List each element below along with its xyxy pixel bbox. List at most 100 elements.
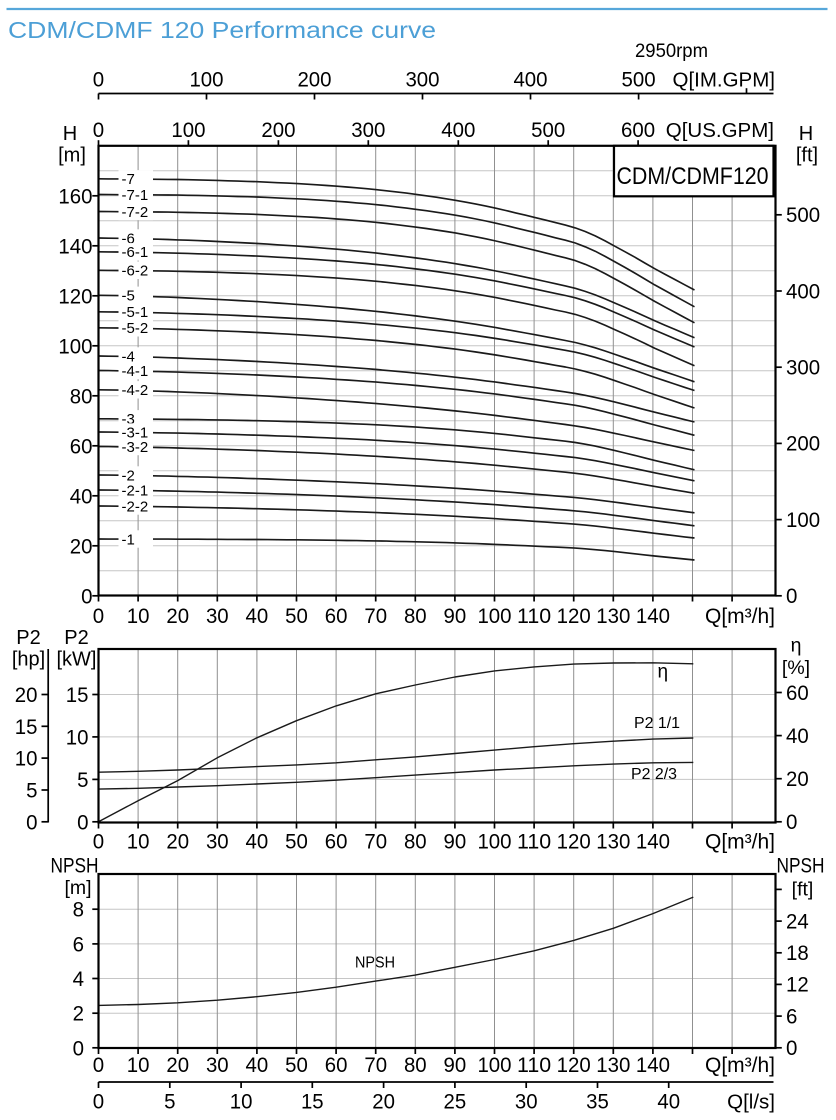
svg-text:20: 20 xyxy=(166,1053,189,1077)
svg-text:100: 100 xyxy=(189,68,223,92)
svg-text:0: 0 xyxy=(786,810,797,834)
svg-text:4: 4 xyxy=(73,967,84,991)
svg-text:60: 60 xyxy=(786,681,809,705)
svg-text:110: 110 xyxy=(517,604,551,628)
svg-text:300: 300 xyxy=(351,118,385,142)
svg-text:15: 15 xyxy=(15,715,38,739)
svg-text:25: 25 xyxy=(444,1090,467,1114)
svg-text:40: 40 xyxy=(70,485,93,509)
svg-text:40: 40 xyxy=(657,1090,680,1114)
svg-text:80: 80 xyxy=(404,830,427,854)
svg-text:70: 70 xyxy=(364,604,387,628)
svg-text:[%]: [%] xyxy=(782,657,810,679)
svg-text:[ft]: [ft] xyxy=(792,879,814,901)
svg-text:5: 5 xyxy=(77,768,88,792)
svg-text:-7-1: -7-1 xyxy=(122,187,149,204)
svg-text:-6-2: -6-2 xyxy=(122,263,149,280)
svg-text:60: 60 xyxy=(70,435,93,459)
svg-text:-3-2: -3-2 xyxy=(122,439,149,456)
svg-text:0: 0 xyxy=(26,810,37,834)
svg-text:2950rpm: 2950rpm xyxy=(635,40,708,62)
svg-text:[m]: [m] xyxy=(64,877,91,899)
svg-text:Q[US.GPM]: Q[US.GPM] xyxy=(666,119,774,142)
svg-text:70: 70 xyxy=(364,1053,387,1077)
svg-text:20: 20 xyxy=(166,830,189,854)
svg-text:600: 600 xyxy=(621,118,655,142)
svg-text:40: 40 xyxy=(246,1053,269,1077)
svg-text:10: 10 xyxy=(66,725,89,749)
svg-text:500: 500 xyxy=(622,68,656,92)
svg-text:-2-1: -2-1 xyxy=(122,482,149,499)
svg-text:[kW]: [kW] xyxy=(57,649,97,671)
svg-text:70: 70 xyxy=(364,830,387,854)
svg-text:-3-1: -3-1 xyxy=(122,424,149,441)
svg-text:60: 60 xyxy=(325,830,348,854)
svg-text:10: 10 xyxy=(127,1053,150,1077)
svg-text:110: 110 xyxy=(517,1053,551,1077)
svg-text:0: 0 xyxy=(93,604,104,628)
svg-text:120: 120 xyxy=(557,604,591,628)
svg-text:-6: -6 xyxy=(122,230,135,247)
svg-text:120: 120 xyxy=(58,285,92,309)
svg-text:-7-2: -7-2 xyxy=(122,204,149,221)
svg-text:0: 0 xyxy=(93,118,104,142)
svg-text:100: 100 xyxy=(477,604,511,628)
svg-text:80: 80 xyxy=(404,1053,427,1077)
svg-text:500: 500 xyxy=(786,203,820,227)
svg-text:η: η xyxy=(658,661,669,682)
svg-text:10: 10 xyxy=(230,1090,253,1114)
svg-text:CDM/CDMF 120 Performance curve: CDM/CDMF 120 Performance curve xyxy=(8,17,436,43)
svg-text:0: 0 xyxy=(93,68,104,92)
svg-text:40: 40 xyxy=(786,724,809,748)
svg-text:5: 5 xyxy=(26,779,37,803)
svg-text:η: η xyxy=(791,635,802,657)
svg-text:20: 20 xyxy=(372,1090,395,1114)
svg-text:-2: -2 xyxy=(122,467,135,484)
svg-text:30: 30 xyxy=(206,830,229,854)
svg-text:400: 400 xyxy=(441,118,475,142)
svg-text:0: 0 xyxy=(81,585,92,609)
svg-text:H: H xyxy=(799,123,813,145)
svg-text:-5-1: -5-1 xyxy=(122,304,149,321)
svg-text:0: 0 xyxy=(786,584,797,608)
svg-text:0: 0 xyxy=(77,810,88,834)
svg-text:[m]: [m] xyxy=(58,145,86,167)
svg-text:-6-1: -6-1 xyxy=(122,244,149,261)
svg-text:90: 90 xyxy=(444,604,467,628)
svg-text:H: H xyxy=(63,123,77,145)
svg-text:200: 200 xyxy=(297,68,331,92)
svg-text:100: 100 xyxy=(58,335,92,359)
svg-text:40: 40 xyxy=(246,604,269,628)
svg-text:60: 60 xyxy=(325,604,348,628)
svg-text:-4-1: -4-1 xyxy=(122,363,149,380)
svg-text:110: 110 xyxy=(517,830,551,854)
svg-text:24: 24 xyxy=(786,909,809,933)
svg-text:-2-2: -2-2 xyxy=(122,498,149,515)
svg-text:35: 35 xyxy=(586,1090,609,1114)
svg-text:-4-2: -4-2 xyxy=(122,382,149,399)
svg-text:-7: -7 xyxy=(122,171,135,188)
svg-text:NPSH: NPSH xyxy=(355,955,395,972)
svg-text:20: 20 xyxy=(166,604,189,628)
svg-text:P2 1/1: P2 1/1 xyxy=(634,715,680,732)
svg-text:[hp]: [hp] xyxy=(12,649,45,671)
svg-text:20: 20 xyxy=(786,767,809,791)
svg-text:6: 6 xyxy=(73,932,84,956)
svg-text:30: 30 xyxy=(515,1090,538,1114)
svg-text:160: 160 xyxy=(58,185,92,209)
svg-text:140: 140 xyxy=(636,1053,670,1077)
svg-text:500: 500 xyxy=(531,118,565,142)
svg-text:-4: -4 xyxy=(122,348,135,365)
svg-text:Q[IM.GPM]: Q[IM.GPM] xyxy=(673,69,776,92)
svg-text:140: 140 xyxy=(636,604,670,628)
svg-text:NPSH: NPSH xyxy=(51,854,99,877)
svg-text:6: 6 xyxy=(786,1004,797,1028)
svg-text:60: 60 xyxy=(325,1053,348,1077)
svg-text:140: 140 xyxy=(58,235,92,259)
svg-text:P2: P2 xyxy=(16,627,40,649)
svg-text:400: 400 xyxy=(786,279,820,303)
svg-text:140: 140 xyxy=(636,830,670,854)
svg-text:100: 100 xyxy=(786,508,820,532)
svg-text:40: 40 xyxy=(246,830,269,854)
svg-text:Q[m³/h]: Q[m³/h] xyxy=(705,1054,775,1077)
